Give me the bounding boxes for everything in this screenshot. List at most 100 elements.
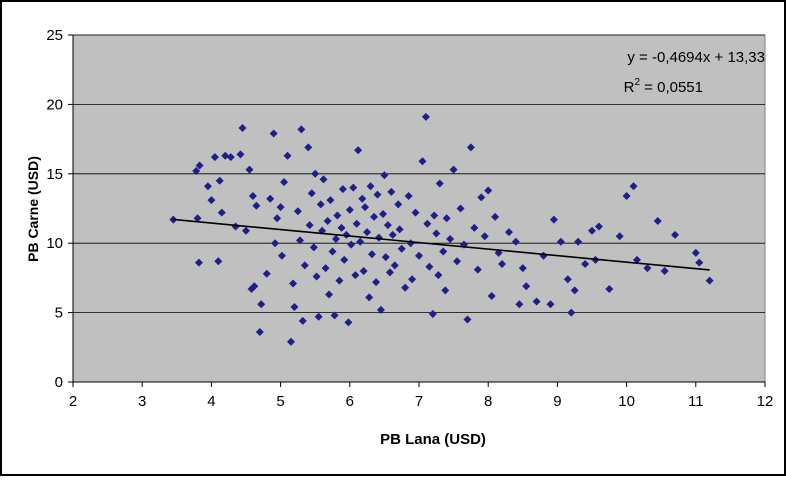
data-point	[335, 276, 344, 285]
data-point	[383, 221, 392, 230]
data-point	[421, 112, 430, 121]
data-point	[522, 282, 531, 291]
data-point	[581, 260, 590, 269]
data-point	[352, 219, 361, 228]
data-point	[435, 179, 444, 188]
data-point	[257, 300, 266, 309]
data-point	[337, 223, 346, 232]
data-point	[358, 194, 367, 203]
x-tick-label: 5	[276, 393, 284, 410]
data-point	[271, 239, 280, 248]
data-point	[262, 269, 271, 278]
data-point	[425, 262, 434, 271]
data-point	[434, 271, 443, 280]
data-point	[594, 222, 603, 231]
data-points	[169, 112, 714, 346]
data-point	[532, 297, 541, 306]
x-tick-label: 3	[138, 393, 146, 410]
y-tick-label: 25	[46, 27, 63, 44]
data-point	[705, 276, 714, 285]
data-point	[342, 230, 351, 239]
data-point	[252, 201, 261, 210]
data-point	[372, 278, 381, 287]
data-point	[280, 178, 289, 187]
data-point	[390, 261, 399, 270]
data-point	[283, 151, 292, 160]
data-point	[250, 282, 259, 291]
x-tick-label: 7	[415, 393, 423, 410]
data-point	[504, 228, 513, 237]
data-point	[297, 125, 306, 134]
data-point	[266, 194, 275, 203]
data-point	[430, 211, 439, 220]
data-point	[221, 151, 230, 160]
x-tick-label: 8	[484, 393, 492, 410]
data-point	[207, 196, 216, 205]
data-point	[217, 208, 226, 217]
data-point	[629, 182, 638, 191]
data-point	[361, 203, 370, 212]
data-point	[380, 171, 389, 180]
data-point	[276, 203, 285, 212]
data-point	[387, 187, 396, 196]
data-point	[480, 232, 489, 241]
data-point	[456, 204, 465, 213]
data-point	[428, 309, 437, 318]
data-point	[295, 236, 304, 245]
data-point	[449, 165, 458, 174]
data-point	[305, 221, 314, 230]
data-point	[345, 205, 354, 214]
data-point	[487, 291, 496, 300]
data-point	[349, 183, 358, 192]
data-point	[195, 161, 204, 170]
data-point	[273, 214, 282, 223]
data-point	[328, 247, 337, 256]
x-tick-label: 6	[346, 393, 354, 410]
data-point	[210, 153, 219, 162]
data-point	[466, 143, 475, 152]
data-point	[331, 235, 340, 244]
data-point	[660, 266, 669, 275]
y-tick-label: 20	[46, 96, 63, 113]
trendline-equation: y = -0,4694x + 13,33	[627, 49, 765, 66]
data-point	[356, 237, 365, 246]
data-point	[236, 150, 245, 159]
data-point	[605, 285, 614, 294]
data-point	[321, 264, 330, 273]
data-point	[359, 266, 368, 275]
data-point	[373, 190, 382, 199]
data-point	[314, 312, 323, 321]
data-point	[316, 200, 325, 209]
data-point	[695, 258, 704, 267]
data-point	[347, 240, 356, 249]
data-point	[366, 182, 375, 191]
data-point	[546, 300, 555, 309]
data-point	[365, 293, 374, 302]
x-axis-label: PB Lana (USD)	[380, 431, 486, 448]
data-point	[248, 192, 257, 201]
data-point	[255, 328, 264, 337]
data-point	[351, 271, 360, 280]
x-tick-label: 11	[688, 393, 704, 410]
y-axis-label: PB Carne (USD)	[25, 156, 41, 262]
data-point	[632, 255, 641, 264]
data-point	[415, 251, 423, 260]
data-point	[242, 226, 250, 235]
data-point	[653, 216, 662, 225]
data-point	[370, 212, 379, 221]
data-point	[439, 247, 448, 256]
y-tick-label: 5	[55, 305, 63, 322]
data-point	[518, 264, 527, 273]
data-point	[394, 200, 403, 209]
data-point	[498, 260, 507, 269]
x-tick-label: 2	[69, 393, 77, 410]
data-point	[511, 237, 520, 246]
data-point	[401, 283, 410, 292]
data-point	[333, 211, 342, 220]
data-point	[643, 264, 652, 273]
data-point	[312, 272, 321, 281]
data-point	[441, 286, 450, 295]
data-point	[379, 210, 388, 219]
